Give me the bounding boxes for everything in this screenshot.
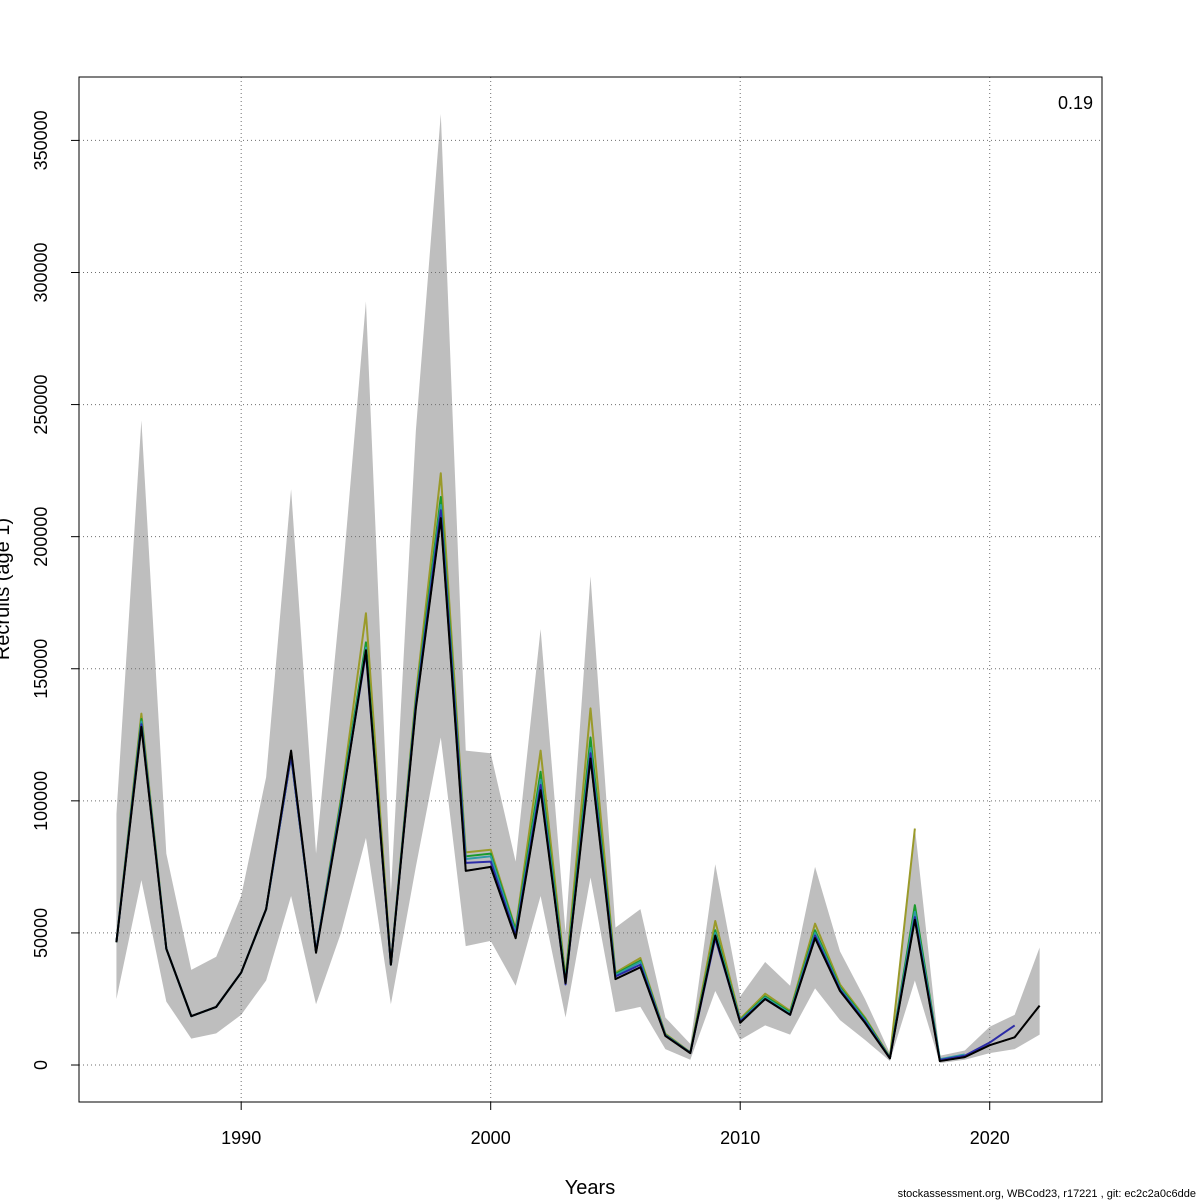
grid-layer <box>79 77 1102 1102</box>
y-tick-label: 200000 <box>31 507 51 567</box>
x-tick-label: 1990 <box>221 1128 261 1148</box>
annotation-value: 0.19 <box>1058 93 1093 113</box>
x-tick-label: 2010 <box>720 1128 760 1148</box>
y-tick-label: 0 <box>31 1060 51 1070</box>
y-tick-label: 300000 <box>31 242 51 302</box>
series-layer <box>115 472 1041 1063</box>
y-axis-title: Recruits (age 1) <box>0 518 14 660</box>
series-line-dashed <box>115 517 1041 1062</box>
y-tick-label: 50000 <box>31 908 51 958</box>
y-tick-label: 150000 <box>31 639 51 699</box>
confidence-band-layer <box>116 113 1040 1064</box>
plot-frame <box>78 76 1103 1103</box>
axis-layer: 1990 2000 2010 2020 0 50000 100000 150000 200000… <box>31 110 1010 1148</box>
x-tick-label: 2000 <box>471 1128 511 1148</box>
x-axis-title: Years <box>565 1177 615 1199</box>
footer-credit: stockassessment.org, WBCod23, r17221 , g… <box>898 1188 1196 1200</box>
confidence-band <box>116 113 1040 1064</box>
x-tick-label: 2020 <box>970 1128 1010 1148</box>
y-tick-label: 350000 <box>31 110 51 170</box>
y-tick-label: 100000 <box>31 771 51 831</box>
y-tick-label: 250000 <box>31 375 51 435</box>
